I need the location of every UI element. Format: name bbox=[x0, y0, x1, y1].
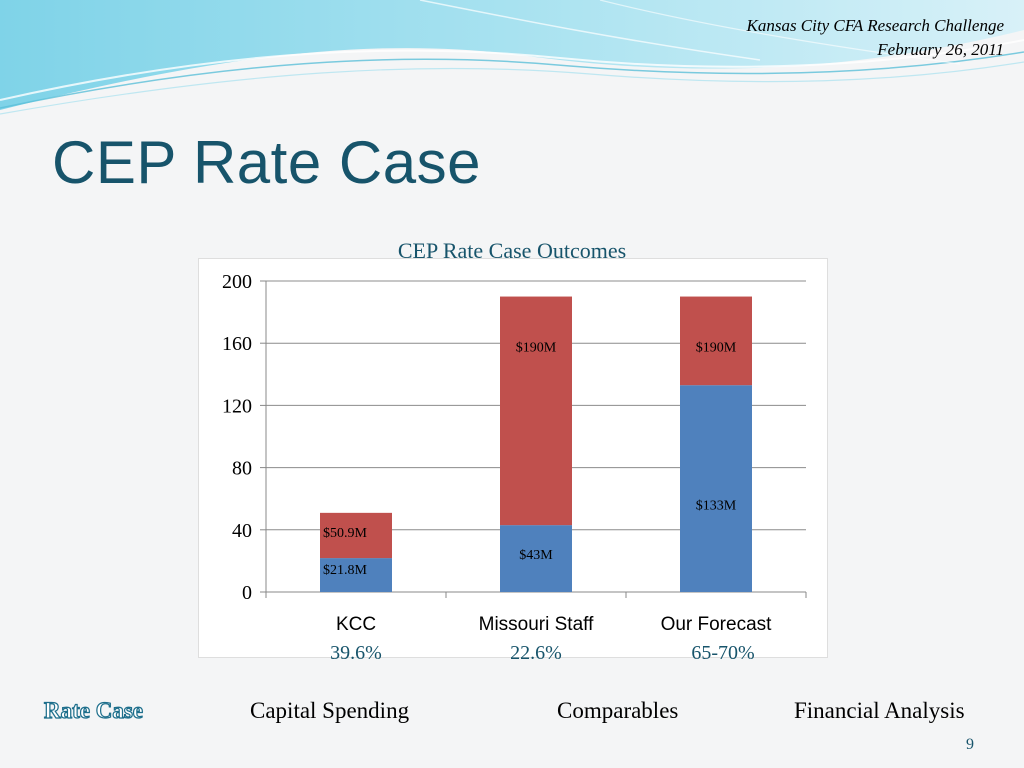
header-date: February 26, 2011 bbox=[877, 40, 1004, 59]
bar-segment bbox=[680, 296, 752, 386]
data-label: $133M bbox=[696, 499, 737, 514]
y-tick-label: 40 bbox=[232, 520, 252, 542]
nav-rate-case[interactable]: Rate Case bbox=[43, 697, 143, 723]
category-label: KCC bbox=[336, 614, 376, 635]
data-label: $190M bbox=[516, 341, 557, 356]
y-tick-label: 200 bbox=[222, 271, 252, 293]
header-text: Kansas City CFA Research Challenge Febru… bbox=[746, 14, 1004, 62]
missouri-staff-percentage: 22.6% bbox=[510, 642, 562, 664]
category-label: Our Forecast bbox=[661, 614, 773, 635]
kcc-percentage: 39.6% bbox=[330, 642, 382, 664]
data-label: $43M bbox=[519, 548, 553, 563]
decorative-wave-banner bbox=[0, 0, 1024, 115]
bar-segment bbox=[320, 558, 392, 592]
chart-area: 0 40 80 120 160 200 $21.8M $50.9M KCC $43M $190M Mi… bbox=[198, 258, 828, 658]
header-event: Kansas City CFA Research Challenge bbox=[746, 16, 1004, 35]
slide-title: CEP Rate Case bbox=[52, 129, 481, 196]
y-tick-label: 0 bbox=[242, 582, 252, 604]
bar-segment bbox=[680, 385, 752, 592]
bar-segment bbox=[500, 525, 572, 592]
y-tick-label: 160 bbox=[222, 333, 252, 355]
bar-segment bbox=[500, 296, 572, 526]
y-tick-label: 80 bbox=[232, 458, 252, 480]
category-label: Missouri Staff bbox=[479, 614, 594, 635]
data-label: $190M bbox=[696, 341, 737, 356]
data-label: $21.8M bbox=[323, 563, 368, 578]
y-tick-label: 120 bbox=[222, 395, 252, 417]
bar-segment bbox=[320, 512, 392, 559]
our-forecast-percentage: 65-70% bbox=[691, 642, 755, 664]
page-number: 9 bbox=[966, 736, 974, 753]
nav-financial-analysis[interactable]: Financial Analysis bbox=[794, 698, 965, 723]
data-label: $50.9M bbox=[323, 526, 368, 541]
nav-capital-spending[interactable]: Capital Spending bbox=[250, 698, 410, 723]
stacked-bar-chart: 0 40 80 120 160 200 $21.8M $50.9M KCC $43M $190M Mi… bbox=[222, 271, 807, 635]
nav-comparables[interactable]: Comparables bbox=[557, 698, 679, 723]
